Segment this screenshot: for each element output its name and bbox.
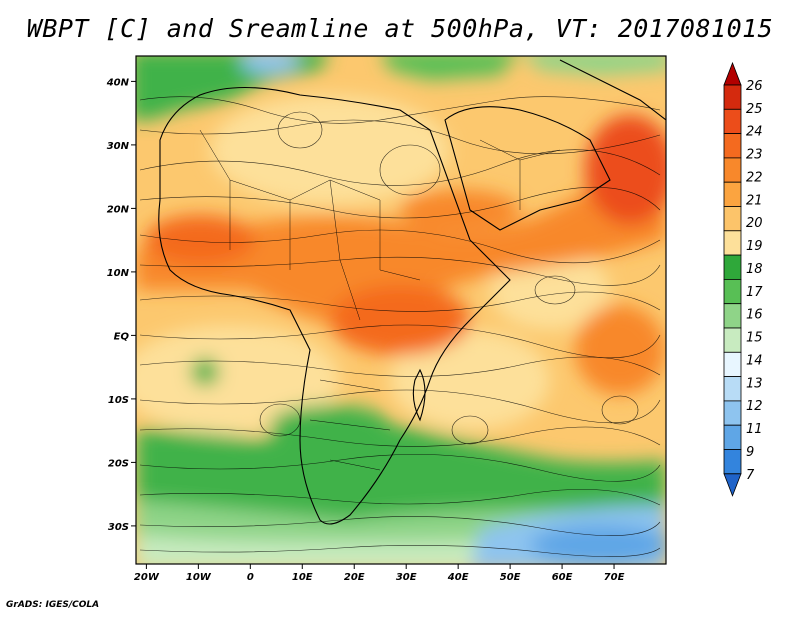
lat-tick-label: 30S	[108, 522, 129, 533]
country-borders	[199, 129, 561, 471]
colorbar-label: 22	[746, 170, 763, 185]
colorbar-segment	[723, 400, 742, 426]
lon-tick-label: 10W	[186, 572, 212, 583]
map-title: WBPT [C] and Sreamline at 500hPa, VT: 20…	[26, 14, 774, 43]
colorbar-label: 15	[746, 331, 763, 346]
lon-tick-label: 30E	[396, 572, 417, 583]
lon-tick-label: 60E	[552, 572, 573, 583]
colorbar-segment	[723, 278, 742, 305]
colorbar-label: 23	[746, 148, 763, 163]
lon-tick-label: 50E	[500, 572, 521, 583]
lon-tick-label: 70E	[604, 572, 625, 583]
colorbar-label: 9	[746, 445, 754, 460]
lat-tick-label: EQ	[114, 331, 130, 342]
colorbar-segment	[723, 181, 742, 207]
colorbar-segment	[723, 254, 742, 280]
lat-tick-label: 30N	[107, 141, 130, 152]
colorbar-segment	[723, 303, 742, 329]
colorbar-segment	[723, 230, 742, 256]
colorbar-label: 7	[746, 468, 755, 483]
coastlines	[158, 59, 666, 525]
lon-tick-label: 20E	[344, 572, 365, 583]
colorbar-label: 13	[746, 376, 763, 391]
lon-tick-label: 20W	[134, 572, 160, 583]
colorbar-label: 24	[746, 125, 763, 140]
colorbar-label: 21	[746, 193, 763, 208]
lat-tick-label: 20N	[107, 204, 130, 215]
colorbar-label: 12	[746, 399, 763, 414]
colorbar-segment	[723, 206, 742, 232]
colorbar-segment	[723, 449, 742, 475]
colorbar-label: 26	[746, 79, 763, 94]
colorbar-label: 14	[746, 353, 763, 368]
colorbar-label: 20	[746, 216, 763, 231]
colorbar-label: 25	[746, 102, 763, 117]
colorbar-segment	[723, 84, 742, 110]
lon-tick-label: 40E	[447, 572, 469, 583]
colorbar-segment	[723, 351, 742, 377]
colorbar-segment	[723, 108, 742, 135]
lat-tick-label: 10S	[108, 395, 129, 406]
wbpt-field	[136, 56, 666, 564]
colorbar-label: 19	[746, 239, 763, 254]
lon-tick-label: 0	[247, 572, 254, 583]
grads-credit: GrADS: IGES/COLA	[6, 600, 100, 610]
colorbar-min-arrow	[723, 473, 742, 497]
colorbar-label: 17	[746, 285, 763, 300]
colorbar-label: 11	[746, 422, 763, 437]
colorbar: 26 25 24 23 22 21 20 19 18 17 16 15 14 13 12 11 9 7	[723, 61, 763, 497]
lat-tick-label: 20S	[108, 458, 129, 469]
colorbar-label: 18	[746, 262, 763, 277]
latitude-axis: 40N 30N 20N 10N EQ 10S 20S 30S	[106, 77, 136, 533]
colorbar-segment	[723, 327, 742, 353]
plot-frame	[135, 55, 667, 565]
colorbar-label: 16	[746, 308, 763, 323]
colorbar-segment	[723, 133, 742, 159]
lat-tick-label: 10N	[107, 268, 130, 279]
colorbar-segment	[723, 157, 742, 183]
longitude-axis: 20W 10W 0 10E 20E 30E 40E 50E 60E 70E	[134, 564, 625, 583]
colorbar-max-arrow	[723, 61, 742, 86]
lat-tick-label: 40N	[106, 77, 130, 88]
colorbar-segment	[723, 376, 742, 402]
lon-tick-label: 10E	[292, 572, 313, 583]
colorbar-segment	[723, 424, 742, 450]
